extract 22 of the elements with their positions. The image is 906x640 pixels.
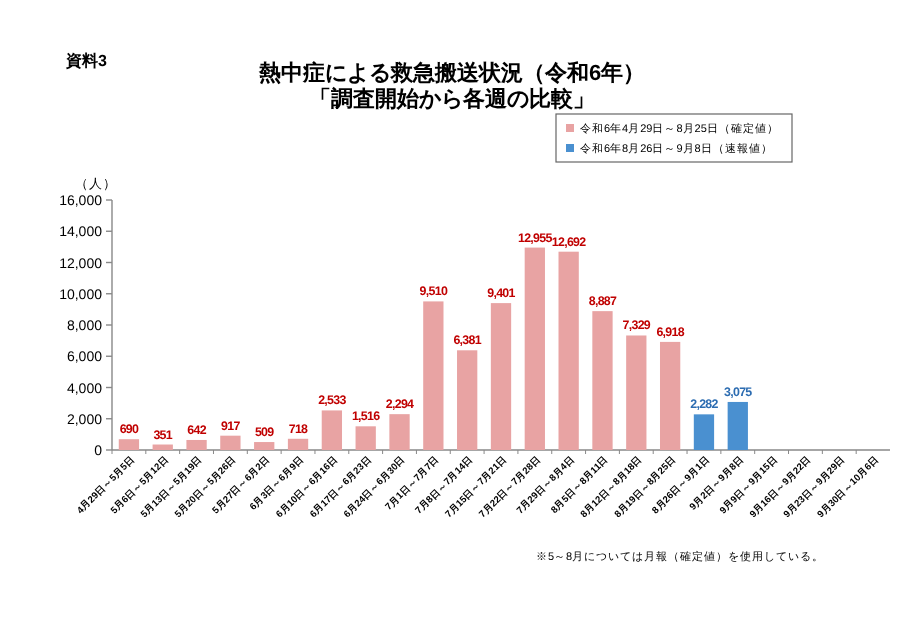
bar	[592, 311, 613, 450]
bar	[490, 303, 512, 450]
bar	[186, 439, 207, 450]
bar	[626, 335, 647, 450]
bar	[389, 414, 410, 450]
bar	[118, 439, 140, 450]
chart-title: 熱中症による救急搬送状況（令和6年）	[256, 60, 646, 86]
chart-subtitle: 「調査開始から各週の比較」	[309, 86, 595, 112]
bar	[321, 410, 343, 450]
bar	[524, 247, 545, 450]
bar	[355, 426, 376, 450]
bar	[152, 444, 173, 450]
bar	[457, 350, 478, 450]
bar	[287, 438, 309, 450]
bar	[727, 401, 748, 450]
bar	[693, 414, 715, 450]
bar	[659, 341, 681, 450]
bar	[558, 251, 579, 450]
bar	[423, 301, 444, 450]
text: 資料3	[64, 52, 108, 70]
bar	[220, 435, 241, 450]
bar	[254, 442, 275, 450]
